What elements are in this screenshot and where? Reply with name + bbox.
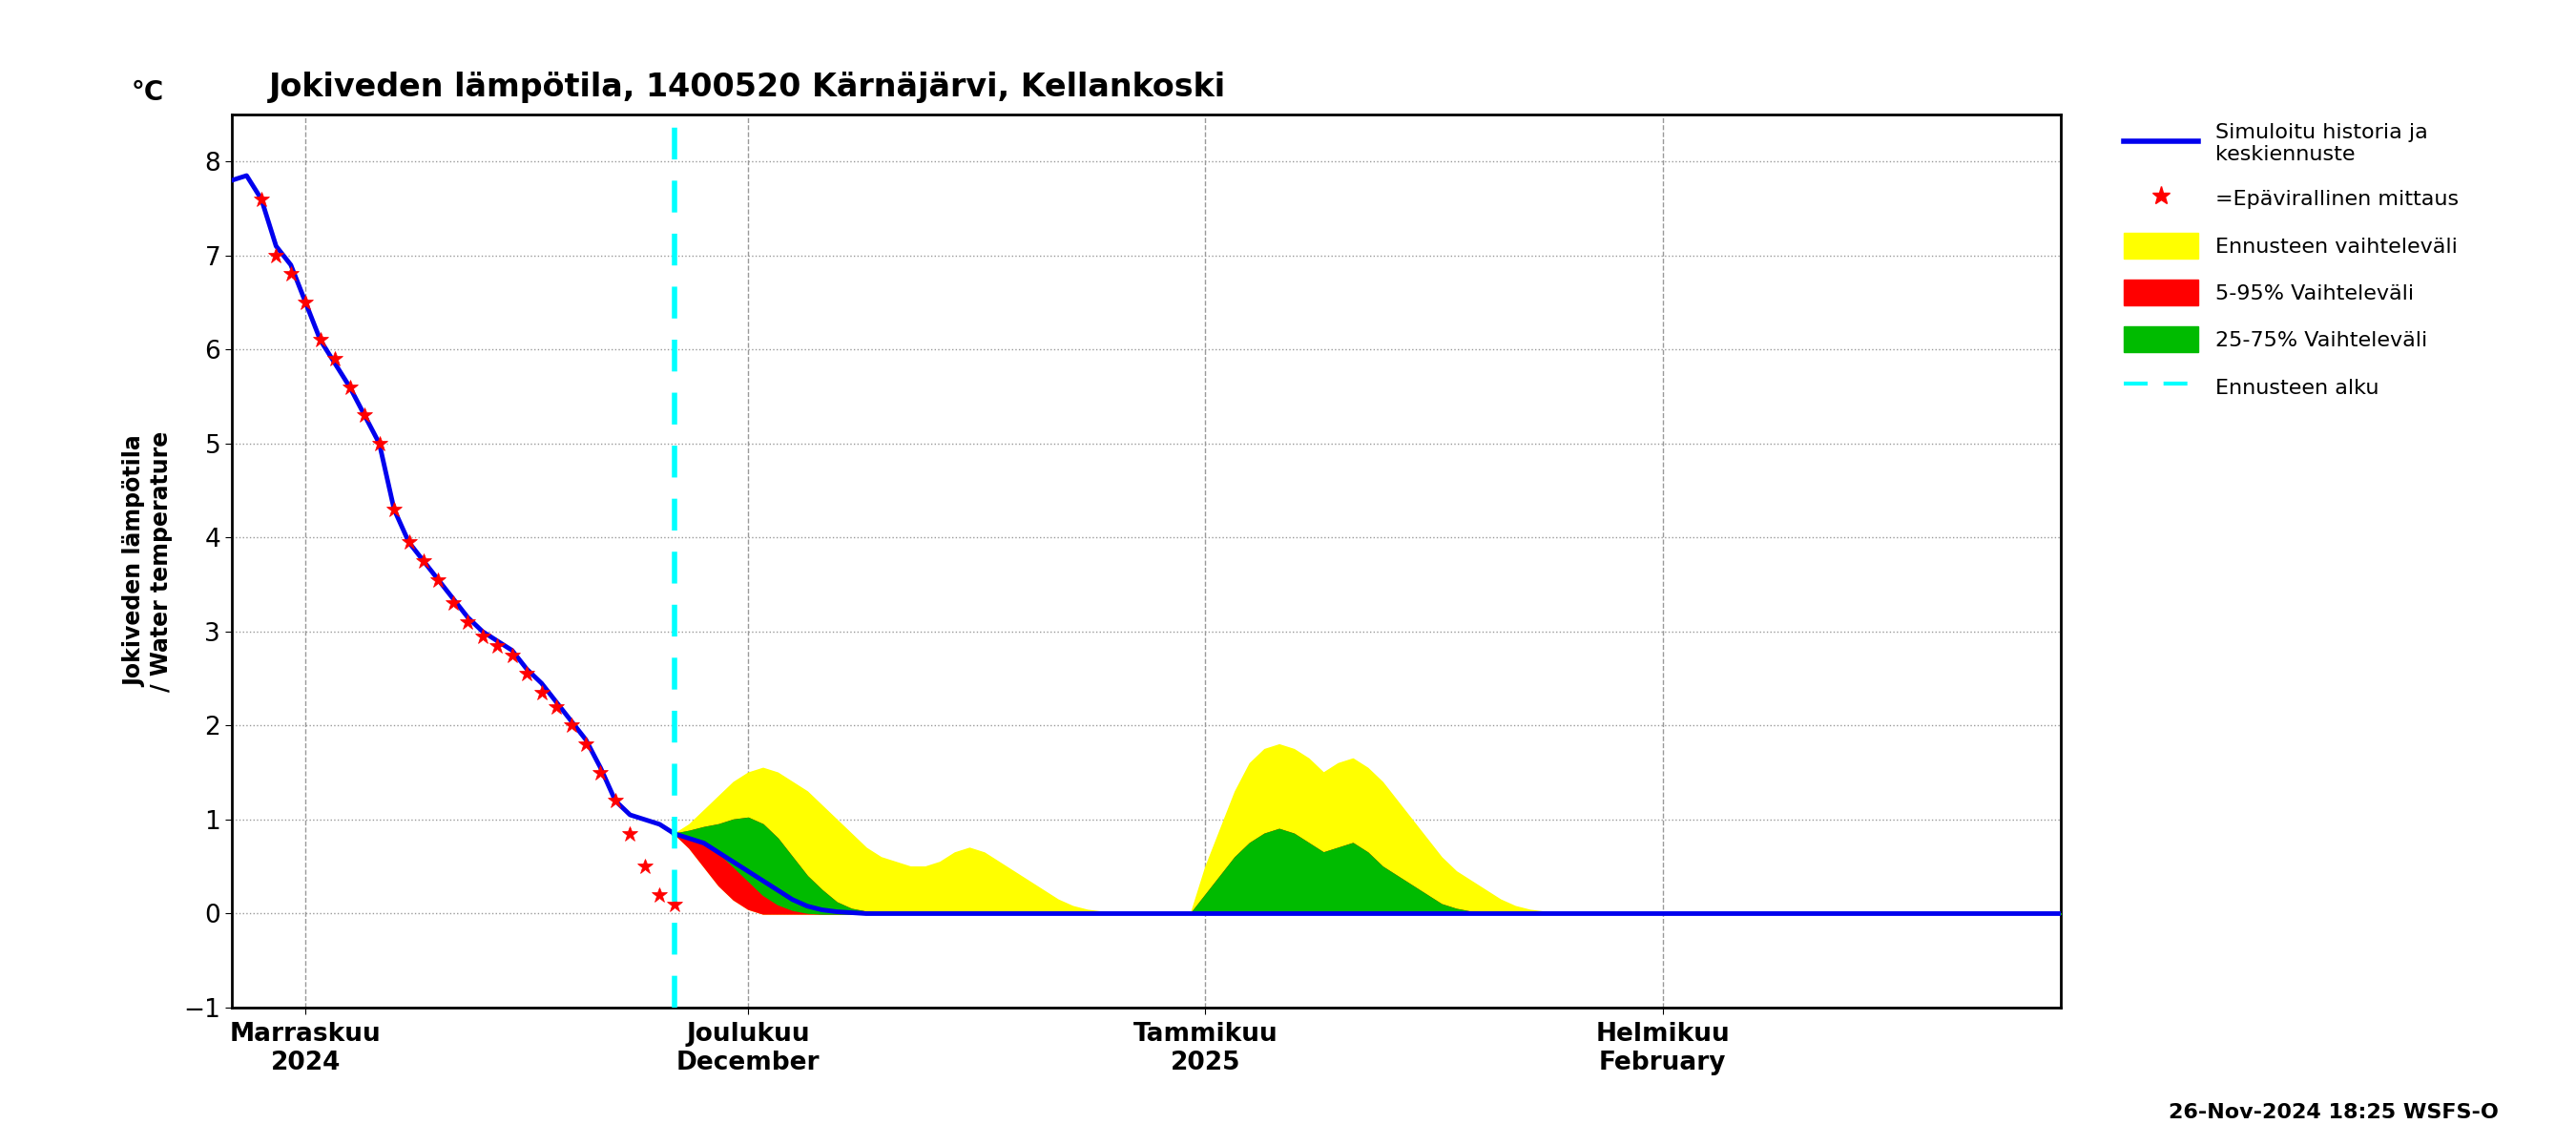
Text: Jokiveden lämpötila, 1400520 Kärnäjärvi, Kellankoski: Jokiveden lämpötila, 1400520 Kärnäjärvi,… [268,71,1226,103]
Y-axis label: Jokiveden lämpötila
/ Water temperature: Jokiveden lämpötila / Water temperature [124,431,173,692]
Text: °C: °C [131,79,165,105]
Text: 26-Nov-2024 18:25 WSFS-O: 26-Nov-2024 18:25 WSFS-O [2169,1103,2499,1122]
Legend: Simuloitu historia ja
keskiennuste, =Epävirallinen mittaus, Ennusteen vaihtelevä: Simuloitu historia ja keskiennuste, =Epä… [2115,114,2468,408]
